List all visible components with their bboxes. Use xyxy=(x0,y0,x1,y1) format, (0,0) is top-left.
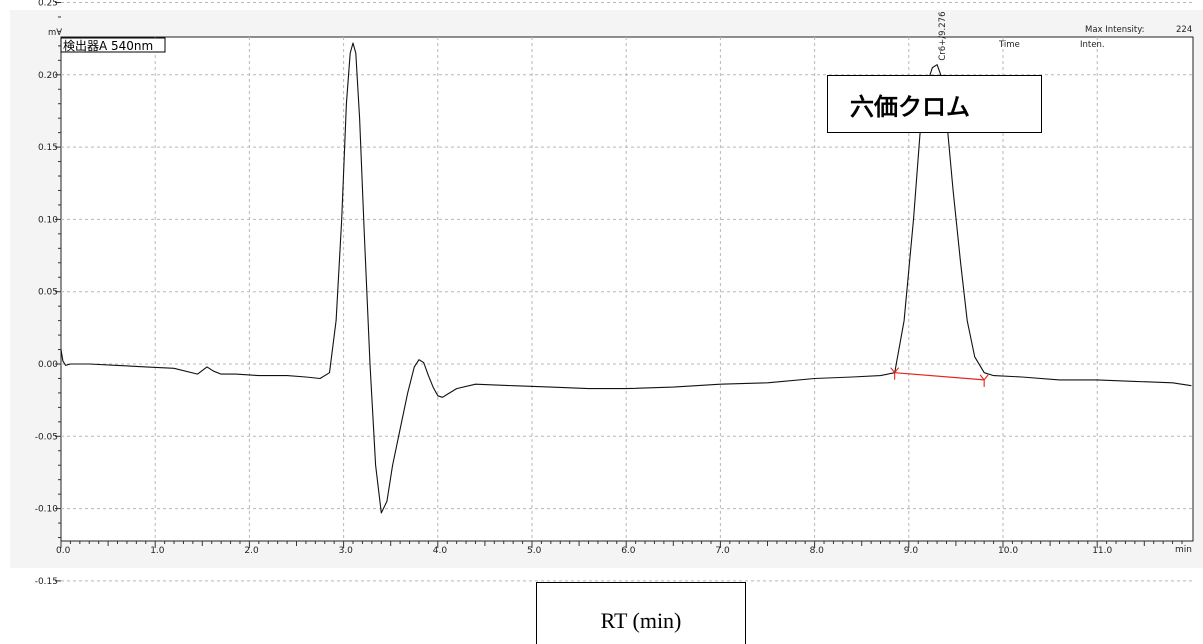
compound-label: 六価クロム xyxy=(850,92,970,121)
x-tick-label: 0.0 xyxy=(56,546,71,556)
x-tick-label: 4.0 xyxy=(433,546,448,556)
baseline-marker xyxy=(979,374,989,387)
y-tick-label: 0.00 xyxy=(38,360,58,370)
detector-label: 検出器A 540nm xyxy=(63,39,153,53)
x-unit-label: min xyxy=(1175,545,1192,555)
rt-axis-label: RT (min) xyxy=(600,608,682,633)
compound-label-box: 六価クロム xyxy=(827,75,1042,133)
y-tick-label: -0.10 xyxy=(35,505,59,515)
axes: 0.0 1.0 2.0 3.0 4.0 5.0 6.0 7.0 8.0 9.0 10.0 11.0 0.… xyxy=(35,0,1183,587)
y-tick-label: -0.15 xyxy=(35,577,58,587)
y-tick-label: 0.05 xyxy=(38,288,58,298)
grid-lines xyxy=(61,2,1193,582)
max-intensity-label: Max Intensity: xyxy=(1085,25,1145,35)
y-unit-label: mV xyxy=(48,28,62,38)
rt-axis-label-box: RT (min) xyxy=(536,582,746,644)
x-tick-label: 10.0 xyxy=(998,546,1018,556)
x-tick-label: 11.0 xyxy=(1092,546,1112,556)
x-tick-label: 2.0 xyxy=(244,546,259,556)
peak-annotations: Cr6+/9.276 xyxy=(890,12,989,387)
y-tick-label: 0.15 xyxy=(38,143,58,153)
header-time-label: Time xyxy=(998,40,1020,50)
header-intensity-label: Inten. xyxy=(1080,40,1105,50)
peak-label: Cr6+/9.276 xyxy=(938,12,948,61)
y-tick-label: 0.25 xyxy=(38,0,58,9)
y-tick-label: 0.20 xyxy=(38,71,58,81)
x-tick-label: 3.0 xyxy=(339,546,354,556)
x-tick-label: 7.0 xyxy=(715,546,730,556)
x-tick-label: 6.0 xyxy=(621,546,636,556)
x-tick-label: 5.0 xyxy=(527,546,542,556)
x-tick-label: 9.0 xyxy=(904,546,919,556)
x-tick-label: 8.0 xyxy=(810,546,825,556)
y-tick-label: -0.05 xyxy=(35,432,58,442)
x-tick-label: 1.0 xyxy=(150,546,165,556)
detector-label-box xyxy=(60,37,166,53)
max-intensity-value: 224 xyxy=(1176,25,1192,35)
peak-baseline xyxy=(894,372,985,381)
baseline-marker xyxy=(890,367,900,380)
y-tick-label: 0.10 xyxy=(38,215,58,225)
